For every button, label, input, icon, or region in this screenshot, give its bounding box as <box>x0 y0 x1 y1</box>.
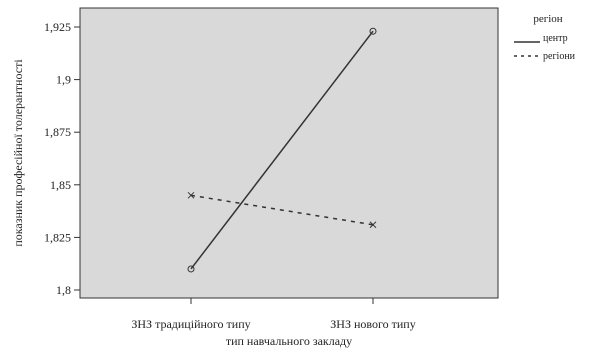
x-axis-title: тип навчального закладу <box>226 334 352 348</box>
y-tick-label: 1,875 <box>44 125 71 139</box>
x-tick-label: ЗНЗ традиційного типу <box>131 317 250 331</box>
x-tick-label: ЗНЗ нового типу <box>330 317 415 331</box>
legend: регіон центр регіони <box>514 13 576 62</box>
data-point-cross <box>369 221 377 229</box>
y-tick-label: 1,9 <box>56 73 71 87</box>
data-point <box>369 27 377 35</box>
y-tick-label: 1,85 <box>50 178 71 192</box>
y-axis-title: показник професійної толерантності <box>11 59 25 247</box>
x-axis: ЗНЗ традиційного типу ЗНЗ нового типу <box>131 298 416 331</box>
data-point <box>369 221 377 229</box>
y-tick-label: 1,825 <box>44 230 71 244</box>
data-point-cross <box>187 191 195 199</box>
series-layer <box>187 27 377 273</box>
legend-label-center: центр <box>543 33 568 44</box>
series-line-1 <box>190 194 374 226</box>
y-tick-label: 1,8 <box>56 283 71 297</box>
legend-label-regions: регіони <box>543 51 576 62</box>
plot-area <box>79 7 499 299</box>
series-line-0 <box>190 30 374 270</box>
y-axis: 1,8 1,825 1,85 1,875 1,9 1,925 <box>44 20 80 297</box>
y-tick-label: 1,925 <box>44 20 71 34</box>
legend-title: регіон <box>533 13 562 25</box>
data-point <box>187 191 195 199</box>
data-point <box>187 265 195 273</box>
